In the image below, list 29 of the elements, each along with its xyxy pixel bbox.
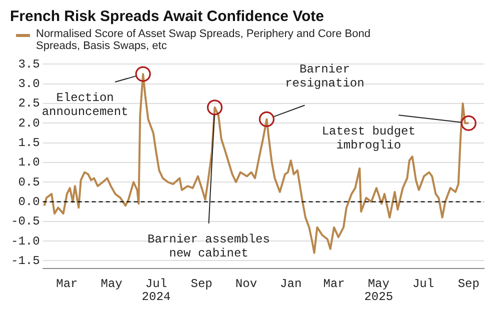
x-tick-label: Mar bbox=[323, 276, 345, 291]
x-tick-label: Jul bbox=[412, 276, 434, 291]
x-tick-label: Mar bbox=[56, 276, 78, 291]
annotation: Barnier resignation bbox=[285, 62, 364, 90]
annotation: Latest budget imbroglio bbox=[322, 124, 416, 152]
annotation: Barnier assembles new cabinet bbox=[148, 232, 270, 261]
y-tick-label: 0.5 bbox=[18, 175, 40, 190]
y-tick-label: 2.5 bbox=[18, 96, 40, 111]
y-tick-label: -0.5 bbox=[10, 214, 40, 229]
y-tick-label: 1.5 bbox=[18, 136, 40, 150]
x-tick-label: Jan bbox=[280, 276, 302, 291]
y-tick-label: 2.0 bbox=[18, 116, 40, 130]
y-tick-label: 3.0 bbox=[18, 77, 40, 92]
text: 2024 bbox=[142, 290, 171, 304]
x-tick-label: Sep bbox=[458, 276, 480, 291]
y-tick-label: 0.0 bbox=[18, 194, 40, 209]
chart-title: French Risk Spreads Await Confidence Vote bbox=[10, 8, 325, 25]
x-tick-label: Sep bbox=[190, 276, 212, 291]
annotation: Election announcement bbox=[42, 91, 128, 120]
y-tick-label: -1.5 bbox=[10, 254, 40, 268]
x-tick-label: Nov bbox=[235, 276, 258, 291]
y-tick-label: 3.5 bbox=[18, 57, 40, 72]
x-tick-label: May bbox=[100, 276, 122, 291]
x-tick-label: May bbox=[368, 276, 390, 291]
y-tick-label: 1.0 bbox=[18, 156, 40, 170]
legend-label: Normalised Score of Asset Swap Spreads, Periphery and Core Bond Spreads, Basis Swaps, etc bbox=[36, 28, 372, 52]
y-tick-label: -1.0 bbox=[10, 234, 40, 248]
text: 2025 bbox=[364, 290, 394, 304]
x-tick-label: Jul bbox=[145, 276, 168, 291]
